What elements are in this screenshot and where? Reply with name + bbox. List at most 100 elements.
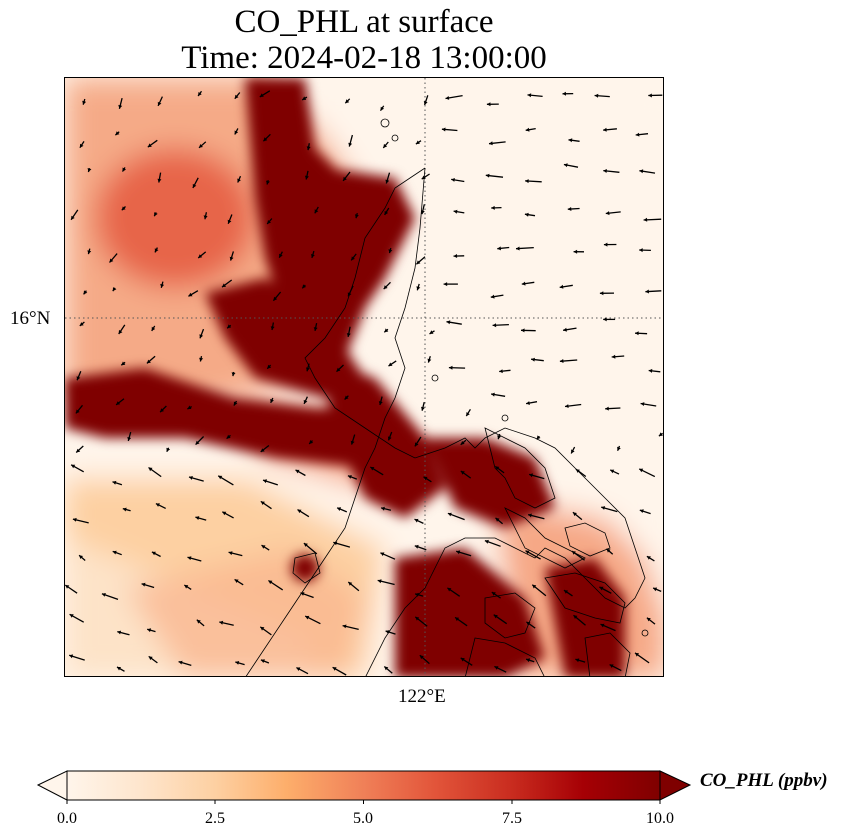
wind-arrow-head <box>528 513 532 518</box>
colorbar-tick: 7.5 <box>502 810 522 827</box>
wind-arrow-head <box>109 258 114 263</box>
wind-arrow-head <box>489 141 493 146</box>
colorbar-tick: 5.0 <box>353 810 373 827</box>
wind-arrow-head <box>531 357 535 362</box>
wind-arrow-head <box>300 592 305 596</box>
colorbar-max-extend <box>659 770 692 801</box>
wind-arrow-head <box>414 544 419 549</box>
wind-arrow-head <box>455 617 460 622</box>
wind-arrow-head <box>521 281 526 286</box>
wind-arrow-head <box>112 480 117 485</box>
wind-arrow-head <box>383 285 388 290</box>
wind-arrow-head <box>199 144 203 148</box>
wind-arrow-head <box>333 541 338 546</box>
wind-arrow-head <box>421 406 425 411</box>
wind-arrow-head <box>490 294 495 299</box>
wind-arrow-head <box>313 327 318 331</box>
wind-arrow-head <box>187 405 192 409</box>
wind-arrow-head <box>187 556 192 561</box>
wind-arrow-head <box>639 509 644 513</box>
wind-arrow-head <box>263 137 268 142</box>
wind-arrow-head <box>154 248 159 253</box>
title-line-2: Time: 2024-02-18 13:00:00 <box>181 40 547 76</box>
wind-arrow-head <box>456 550 461 555</box>
wind-arrow-head <box>87 250 92 255</box>
wind-arrow-head <box>492 323 497 328</box>
wind-arrow-head <box>448 365 453 370</box>
wind-arrow-head <box>233 401 238 406</box>
wind-arrow-head <box>495 466 500 471</box>
wind-arrow-head <box>575 658 580 663</box>
wind-arrow-head <box>493 614 498 619</box>
wind-arrow-head <box>178 660 183 665</box>
wind-arrow-head <box>427 358 432 363</box>
wind-arrow-head <box>101 593 106 597</box>
wind-arrow-head <box>302 96 307 100</box>
wind-arrow-head <box>606 548 611 553</box>
lon-tick-label: 122°E <box>398 686 446 707</box>
wind-arrow-head <box>305 615 310 620</box>
wind-arrow-head <box>423 101 428 105</box>
wind-arrow-head <box>525 550 530 555</box>
wind-arrow-head <box>658 432 663 437</box>
wind-arrow-head <box>76 448 81 453</box>
wind-arrow-head <box>609 664 614 668</box>
wind-arrow-head <box>314 209 319 214</box>
wind-arrow-head <box>563 327 567 332</box>
wind-arrow-head <box>567 207 572 211</box>
wind-arrow-head <box>611 354 616 359</box>
colorbar-tick: 10.0 <box>646 810 674 827</box>
wind-arrow-head <box>117 630 122 635</box>
wind-arrow-head <box>297 509 302 514</box>
wind-arrow-head <box>562 91 566 96</box>
wind-arrow-head <box>648 93 652 98</box>
wind-arrow-head <box>231 372 236 377</box>
wind-arrow-head <box>419 655 424 660</box>
wind-arrow-head <box>147 143 152 148</box>
wind-arrow-head <box>332 667 337 671</box>
wind-arrow-head <box>526 658 531 663</box>
wind-arrow-head <box>198 92 202 96</box>
wind-arrow-head <box>229 256 234 261</box>
wind-arrow-head <box>234 94 239 99</box>
wind-arrow-head <box>160 283 165 288</box>
wind-arrow-head <box>370 467 375 471</box>
wind-arrow-head <box>65 585 70 589</box>
wind-arrow-head <box>260 626 265 631</box>
wind-arrow-head <box>603 127 607 132</box>
wind-arrow-head <box>415 592 419 597</box>
wind-arrow-head <box>270 398 274 403</box>
wind-arrow-head <box>453 209 458 214</box>
wind-arrow-head <box>529 473 533 478</box>
wind-arrow-head <box>525 179 529 184</box>
colorbar-tick: 0.0 <box>57 810 77 827</box>
wind-arrow-head <box>384 328 389 333</box>
wind-arrow-head <box>259 93 264 97</box>
wind-arrow-head <box>573 615 578 619</box>
wind-arrow-head <box>423 476 428 481</box>
title-line-1: CO_PHL at surface <box>234 4 494 40</box>
wind-arrow-head <box>385 630 390 634</box>
wind-arrow-head <box>263 479 267 484</box>
wind-arrow-head <box>226 434 231 439</box>
colorbar-tick-marks <box>66 800 661 804</box>
wind-arrow-head <box>385 179 390 184</box>
figure-title: CO_PHL at surface Time: 2024-02-18 13:00… <box>64 4 664 76</box>
wind-arrow-head <box>645 289 649 294</box>
wind-arrow-head <box>79 322 84 326</box>
lat-tick-label: 16°N <box>10 308 51 329</box>
wind-arrow-head <box>295 469 300 474</box>
wind-arrow-head <box>260 501 265 505</box>
wind-arrow-head <box>267 220 271 224</box>
wind-arrow-head <box>648 368 653 373</box>
wind-arrow-head <box>415 140 420 145</box>
wind-arrow-head <box>219 620 224 625</box>
wind-arrow-head <box>154 212 158 217</box>
wind-arrow-head <box>69 654 74 659</box>
wind-arrow-head <box>235 661 240 665</box>
wind-arrow-head <box>526 621 531 626</box>
wind-arrow-head <box>279 253 283 258</box>
wind-arrow-head <box>484 539 489 544</box>
wind-arrow-head <box>121 361 126 366</box>
wind-arrow-head <box>79 555 83 559</box>
